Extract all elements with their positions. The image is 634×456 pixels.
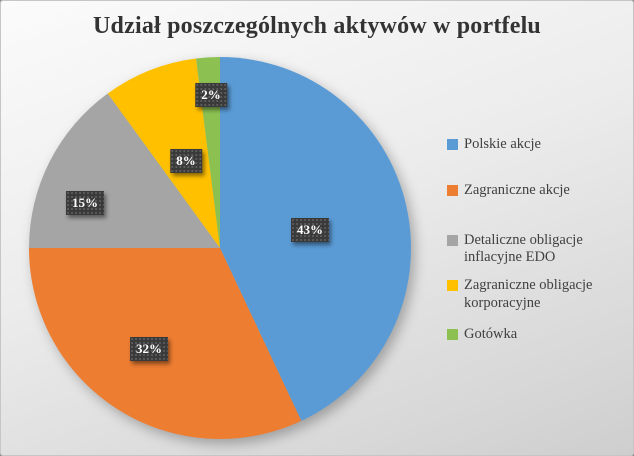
data-label-2: 32% <box>130 337 168 361</box>
legend-marker-icon <box>447 328 458 340</box>
legend-marker-icon <box>447 185 458 197</box>
legend: Polskie akcje Zagraniczne akcje Detaliczne… <box>447 136 633 343</box>
legend-item-2: Zagraniczne akcje <box>447 182 633 199</box>
data-label-1: 43% <box>291 218 329 242</box>
legend-marker-icon <box>447 235 458 247</box>
legend-item-5: Gotówka <box>447 326 633 343</box>
pie-slice-4: Zagraniczne obligacje korporacyjne <box>107 58 220 249</box>
legend-item-label: Zagraniczne akcje <box>464 182 570 199</box>
data-label-3: 15% <box>66 191 104 215</box>
legend-item-1: Polskie akcje <box>447 136 633 153</box>
legend-marker-icon <box>447 280 458 292</box>
legend-item-label: Polskie akcje <box>464 136 541 152</box>
legend-item-label: Zagraniczne obligacje korporacyjne <box>464 277 593 311</box>
legend-item-label: Detaliczne obligacje inflacyjne EDO <box>464 232 583 266</box>
data-label-5: 2% <box>195 83 227 107</box>
data-label-4: 8% <box>170 149 202 173</box>
legend-marker-icon <box>447 139 458 150</box>
chart-title: Udział poszczególnych aktywów w portfelu <box>93 13 541 39</box>
legend-item-label: Gotówka <box>464 325 518 342</box>
legend-item-3: Detaliczne obligacje inflacyjne EDO <box>447 232 633 266</box>
legend-item-4: Zagraniczne obligacje korporacyjne <box>447 277 633 311</box>
